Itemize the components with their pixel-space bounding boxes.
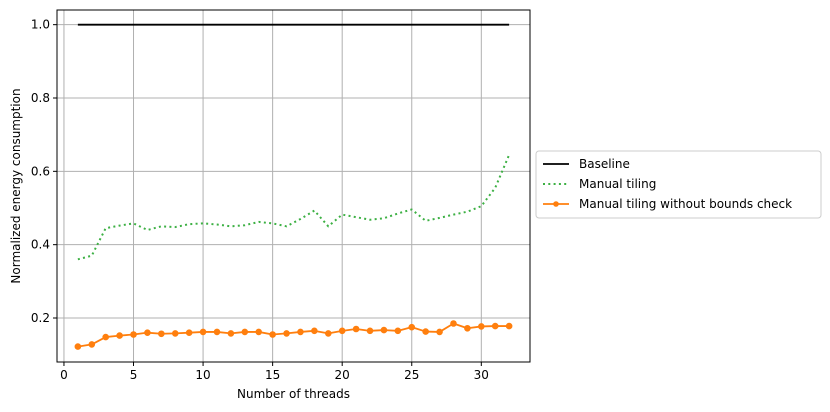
- data-point: [255, 328, 263, 336]
- y-tick-label: 0.6: [31, 164, 50, 178]
- legend: Baseline Manual tiling Manual tiling witho…: [535, 150, 822, 219]
- y-tick-label: 1.0: [31, 18, 50, 32]
- legend-label: Baseline: [579, 157, 630, 171]
- data-point: [491, 322, 499, 330]
- data-point: [408, 323, 416, 331]
- data-point: [227, 330, 235, 337]
- data-point: [269, 331, 276, 338]
- legend-box: [535, 150, 822, 219]
- legend-label: Manual tiling without bounds check: [579, 197, 792, 211]
- data-point: [311, 327, 318, 335]
- data-point: [464, 324, 471, 332]
- grid-lines: [57, 10, 530, 362]
- data-point: [185, 329, 193, 336]
- data-point: [199, 328, 207, 336]
- x-tick-label: 25: [404, 368, 419, 382]
- data-point: [338, 327, 346, 335]
- data-point: [171, 330, 179, 337]
- data-point: [74, 343, 82, 350]
- legend-label: Manual tiling: [579, 177, 656, 191]
- x-tick-label: 10: [195, 368, 210, 382]
- data-point: [130, 331, 137, 338]
- y-axis-label: Normalized energy consumption: [9, 88, 23, 283]
- data-point: [478, 323, 485, 330]
- data-point: [102, 333, 109, 341]
- data-point: [505, 322, 513, 330]
- x-tick-label: 0: [60, 368, 68, 382]
- y-tick-label: 0.8: [31, 91, 50, 105]
- data-point: [450, 320, 457, 327]
- legend-item: Manual tiling without bounds check: [543, 197, 792, 211]
- legend-item: Manual tiling: [543, 177, 656, 191]
- y-tick-label: 0.2: [31, 311, 50, 325]
- data-point: [88, 341, 96, 348]
- data-point: [116, 332, 123, 339]
- data-point: [283, 330, 290, 337]
- x-tick-label: 15: [265, 368, 280, 382]
- data-point: [352, 325, 360, 333]
- data-point: [380, 326, 388, 334]
- series-layer: [74, 23, 513, 350]
- data-point: [324, 330, 332, 337]
- series-line: [77, 322, 510, 348]
- data-point: [297, 328, 304, 336]
- data-point: [213, 328, 221, 336]
- y-tick-label: 0.4: [31, 238, 50, 252]
- series-line: [77, 154, 511, 261]
- x-tick-label: 30: [474, 368, 489, 382]
- series-3: [74, 320, 513, 350]
- data-point: [366, 327, 374, 335]
- plot-area-frame: [56, 9, 531, 363]
- series-2: [77, 154, 511, 261]
- data-point: [158, 330, 165, 338]
- x-tick-label: 5: [130, 368, 138, 382]
- data-point: [436, 328, 443, 336]
- data-point: [144, 329, 151, 336]
- data-point: [241, 328, 249, 336]
- x-axis-label: Number of threads: [237, 387, 350, 401]
- data-point: [422, 328, 429, 335]
- data-point: [394, 327, 402, 335]
- legend-marker: [553, 201, 559, 207]
- x-tick-label: 20: [335, 368, 350, 382]
- legend-item: Baseline: [543, 157, 630, 171]
- axis-ticks: 0 5 10 15 20 25 30 0.2 0.4 0.6 0.8 1.0: [31, 18, 489, 382]
